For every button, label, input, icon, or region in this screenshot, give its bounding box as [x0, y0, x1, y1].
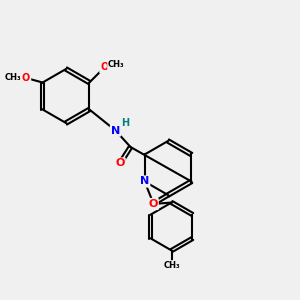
Text: O: O: [22, 73, 30, 83]
Text: CH₃: CH₃: [163, 261, 180, 270]
Text: O: O: [100, 62, 109, 73]
Text: H: H: [121, 118, 129, 128]
Text: CH₃: CH₃: [4, 74, 21, 82]
Text: N: N: [111, 125, 120, 136]
Text: CH₃: CH₃: [108, 60, 125, 69]
Text: N: N: [140, 176, 149, 187]
Text: O: O: [148, 199, 158, 209]
Text: O: O: [115, 158, 125, 169]
